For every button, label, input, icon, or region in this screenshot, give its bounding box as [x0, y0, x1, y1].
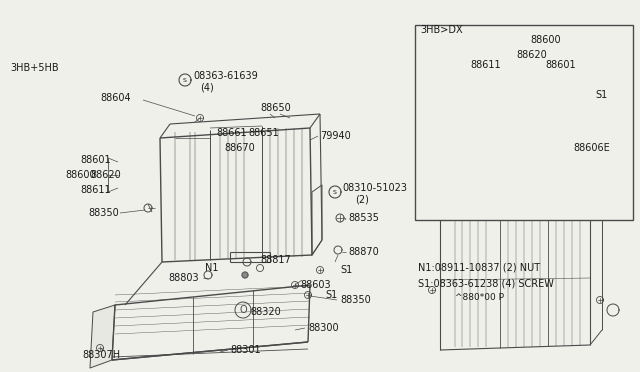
Text: 88620: 88620: [516, 50, 547, 60]
Text: 88600: 88600: [65, 170, 95, 180]
Text: 88650: 88650: [260, 103, 291, 113]
Text: 88870: 88870: [348, 247, 379, 257]
Text: 88350: 88350: [340, 295, 371, 305]
Text: 79940: 79940: [320, 131, 351, 141]
Text: 88611: 88611: [470, 60, 500, 70]
Text: S1:08363-61238 (4) SCREW: S1:08363-61238 (4) SCREW: [418, 278, 554, 288]
Text: 88803: 88803: [168, 273, 198, 283]
Text: S1: S1: [325, 290, 337, 300]
Polygon shape: [90, 305, 115, 368]
Text: S: S: [333, 189, 337, 195]
Text: S1: S1: [340, 265, 352, 275]
Text: 88320: 88320: [250, 307, 281, 317]
Text: N1:08911-10837 (2) NUT: N1:08911-10837 (2) NUT: [418, 263, 540, 273]
Text: S: S: [183, 77, 187, 83]
Text: 88601: 88601: [545, 60, 575, 70]
Text: 88535: 88535: [348, 213, 379, 223]
Text: 88620: 88620: [90, 170, 121, 180]
Text: 88300: 88300: [308, 323, 339, 333]
Text: 88651: 88651: [248, 128, 279, 138]
Text: 3HB+5HB: 3HB+5HB: [10, 63, 59, 73]
Text: (2): (2): [355, 195, 369, 205]
Text: 88604: 88604: [100, 93, 131, 103]
Text: 88611: 88611: [80, 185, 111, 195]
Text: 88307H: 88307H: [82, 350, 120, 360]
Text: S1: S1: [595, 90, 607, 100]
Text: ^880*00 P: ^880*00 P: [455, 294, 504, 302]
Text: N1: N1: [205, 263, 218, 273]
Text: O: O: [239, 305, 247, 315]
Text: 88606E: 88606E: [573, 143, 610, 153]
Text: 08363-61639: 08363-61639: [193, 71, 258, 81]
Text: 88601: 88601: [80, 155, 111, 165]
Text: 88817: 88817: [260, 255, 291, 265]
Polygon shape: [242, 272, 248, 278]
Text: 88301: 88301: [230, 345, 260, 355]
Text: 3HB>DX: 3HB>DX: [420, 25, 463, 35]
Text: 88661: 88661: [216, 128, 246, 138]
Bar: [415, 25, 633, 220]
Text: 08310-51023: 08310-51023: [342, 183, 407, 193]
Text: 88350: 88350: [88, 208, 119, 218]
Text: (4): (4): [200, 83, 214, 93]
Text: 88600: 88600: [530, 35, 561, 45]
Text: 88603: 88603: [300, 280, 331, 290]
Text: 88670: 88670: [224, 143, 255, 153]
